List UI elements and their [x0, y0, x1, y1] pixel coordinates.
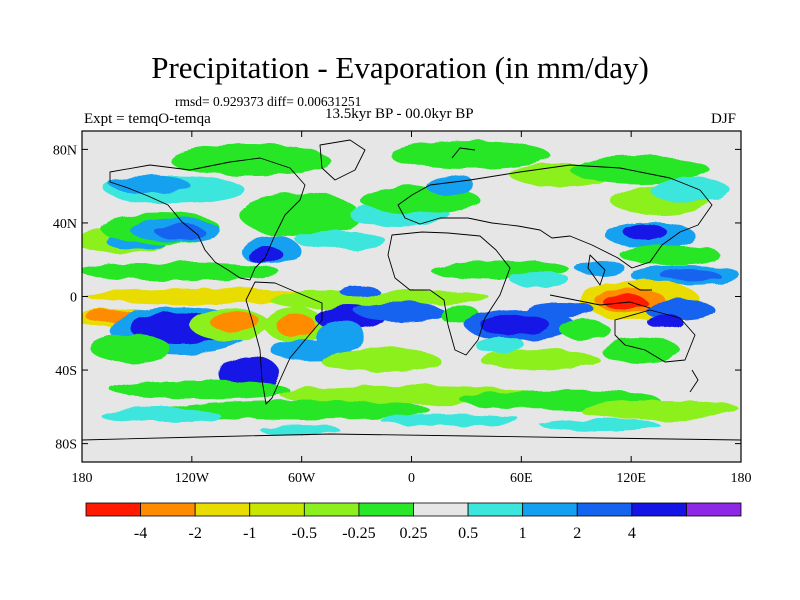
colorbar-label: 0.5 [458, 525, 478, 542]
colorbar-label: -1 [243, 525, 256, 542]
colorbar-swatch [686, 502, 742, 517]
colorbar-swatch [358, 502, 414, 517]
lat-tick-label: 40N [53, 217, 77, 232]
colorbar-label: 0.25 [400, 525, 428, 542]
experiment-label: Expt = temqO-temqa [84, 111, 211, 127]
colorbar-swatch [303, 502, 360, 517]
precip-field [82, 141, 740, 435]
lon-tick-label: 180 [72, 471, 93, 486]
colorbar-swatch [413, 502, 469, 517]
colorbar: -4 -2 -1 -0.5 -0.25 0.25 0.5 1 2 4 [85, 502, 742, 542]
colorbar-swatch [522, 502, 578, 517]
colorbar-swatch [194, 502, 251, 517]
lon-tick-label: 120E [616, 471, 646, 486]
stats-text: rmsd= 0.929373 diff= 0.00631251 [175, 94, 362, 109]
colorbar-swatch [576, 502, 633, 517]
colorbar-label: -4 [134, 525, 147, 542]
coastlines [82, 139, 741, 441]
lat-tick-label: 80S [55, 438, 77, 453]
season-label: DJF [711, 111, 737, 127]
colorbar-label: -0.25 [342, 525, 375, 542]
lon-tick-label: 120W [175, 471, 210, 486]
colorbar-swatch [85, 502, 141, 517]
colorbar-swatch [140, 502, 196, 517]
colorbar-label: 2 [573, 525, 581, 542]
lon-tick-label: 60E [510, 471, 533, 486]
lon-tick-label: 0 [408, 471, 415, 486]
colorbar-label: 4 [628, 525, 636, 542]
lat-tick-label: 40S [55, 364, 77, 379]
lon-tick-label: 60W [288, 471, 316, 486]
colorbar-label: 1 [519, 525, 527, 542]
colorbar-swatch [249, 502, 305, 517]
map-axes: 80N 40N 0 40S 80S 180 120W 60W 0 60E 120E 180 [53, 131, 752, 486]
lon-tick-label: 180 [731, 471, 752, 486]
colorbar-swatch [467, 502, 524, 517]
colorbar-label: -0.5 [292, 525, 317, 542]
lat-tick-label: 0 [70, 291, 77, 306]
figure-title: Precipitation - Evaporation (in mm/day) [151, 50, 649, 85]
colorbar-swatch [631, 502, 687, 517]
lat-tick-label: 80N [53, 143, 77, 158]
colorbar-label: -2 [189, 525, 202, 542]
subtitle: 13.5kyr BP - 00.0kyr BP [325, 106, 474, 122]
